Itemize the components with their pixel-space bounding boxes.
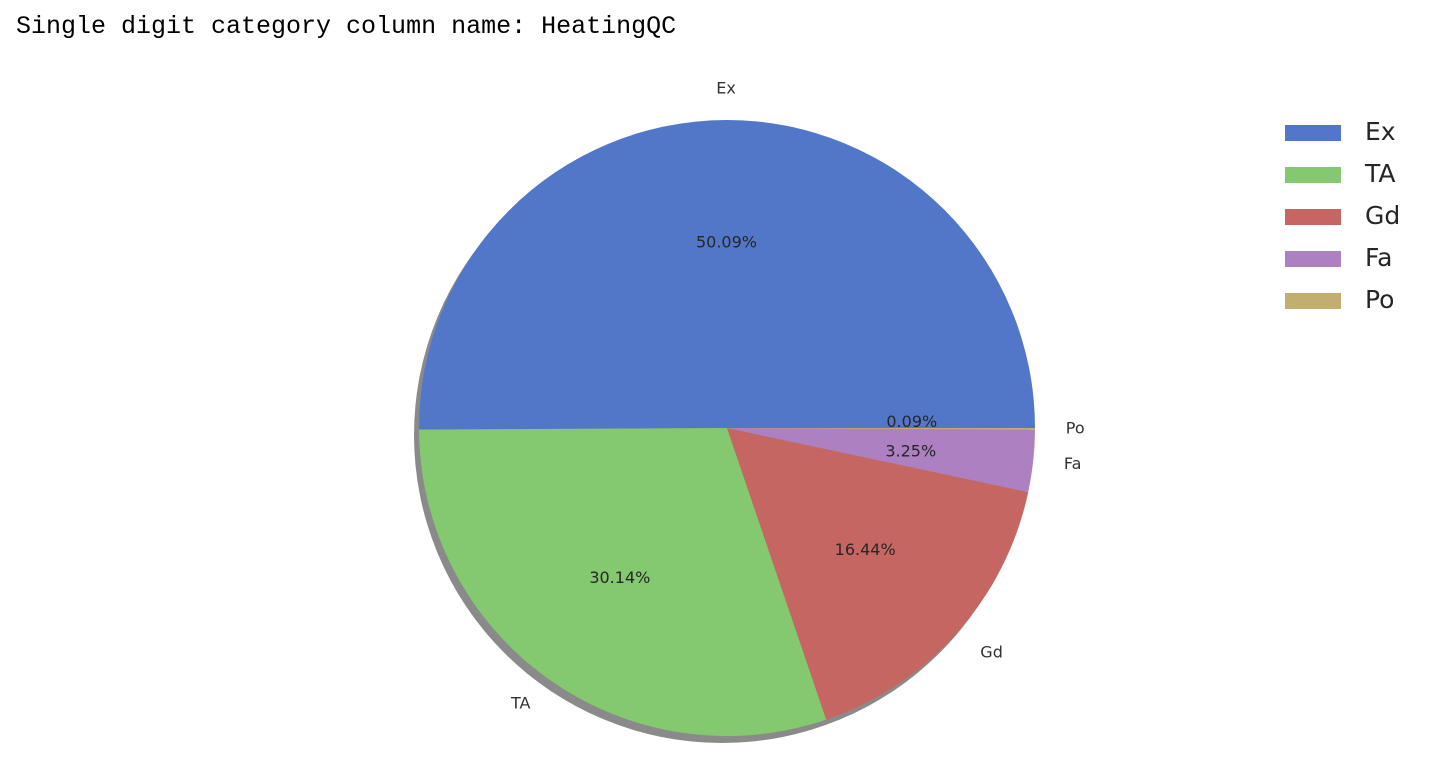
legend-swatch-ex	[1285, 125, 1341, 141]
slice-percent-fa: 3.25%	[885, 441, 936, 460]
legend-label-fa: Fa	[1365, 243, 1392, 272]
cell-output-text: Single digit category column name: Heati…	[16, 12, 677, 41]
legend-swatch-ta	[1285, 167, 1341, 183]
pie-slice-fa	[727, 428, 1035, 493]
slice-percent-ex: 50.09%	[696, 233, 757, 252]
legend-label-po: Po	[1365, 285, 1394, 314]
slice-label-gd: Gd	[980, 642, 1003, 661]
slice-percent-gd: 16.44%	[835, 540, 896, 559]
slice-label-fa: Fa	[1064, 454, 1082, 473]
slice-label-ex: Ex	[716, 79, 736, 98]
legend-label-ex: Ex	[1365, 117, 1396, 146]
legend-label-gd: Gd	[1365, 201, 1400, 230]
pie-slice-gd	[727, 428, 1029, 720]
pie-labels: Ex 50.09% TA 30.14% Gd 16.44% Fa 3.25% Po 0.09%	[510, 79, 1085, 713]
legend-label-ta: TA	[1364, 159, 1395, 188]
slice-percent-ta: 30.14%	[589, 568, 650, 587]
legend-swatch-po	[1285, 293, 1341, 309]
pie-slice-po	[727, 428, 1035, 430]
pie-slice-ta	[419, 428, 827, 736]
slice-label-ta: TA	[510, 694, 531, 713]
legend-swatch-fa	[1285, 251, 1341, 267]
slice-percent-po: 0.09%	[886, 412, 937, 431]
pie-slices	[419, 120, 1036, 736]
legend: Ex TA Gd Fa Po	[1285, 117, 1400, 314]
legend-swatch-gd	[1285, 209, 1341, 225]
pie-slice-ex	[419, 120, 1036, 430]
slice-label-po: Po	[1066, 418, 1085, 437]
